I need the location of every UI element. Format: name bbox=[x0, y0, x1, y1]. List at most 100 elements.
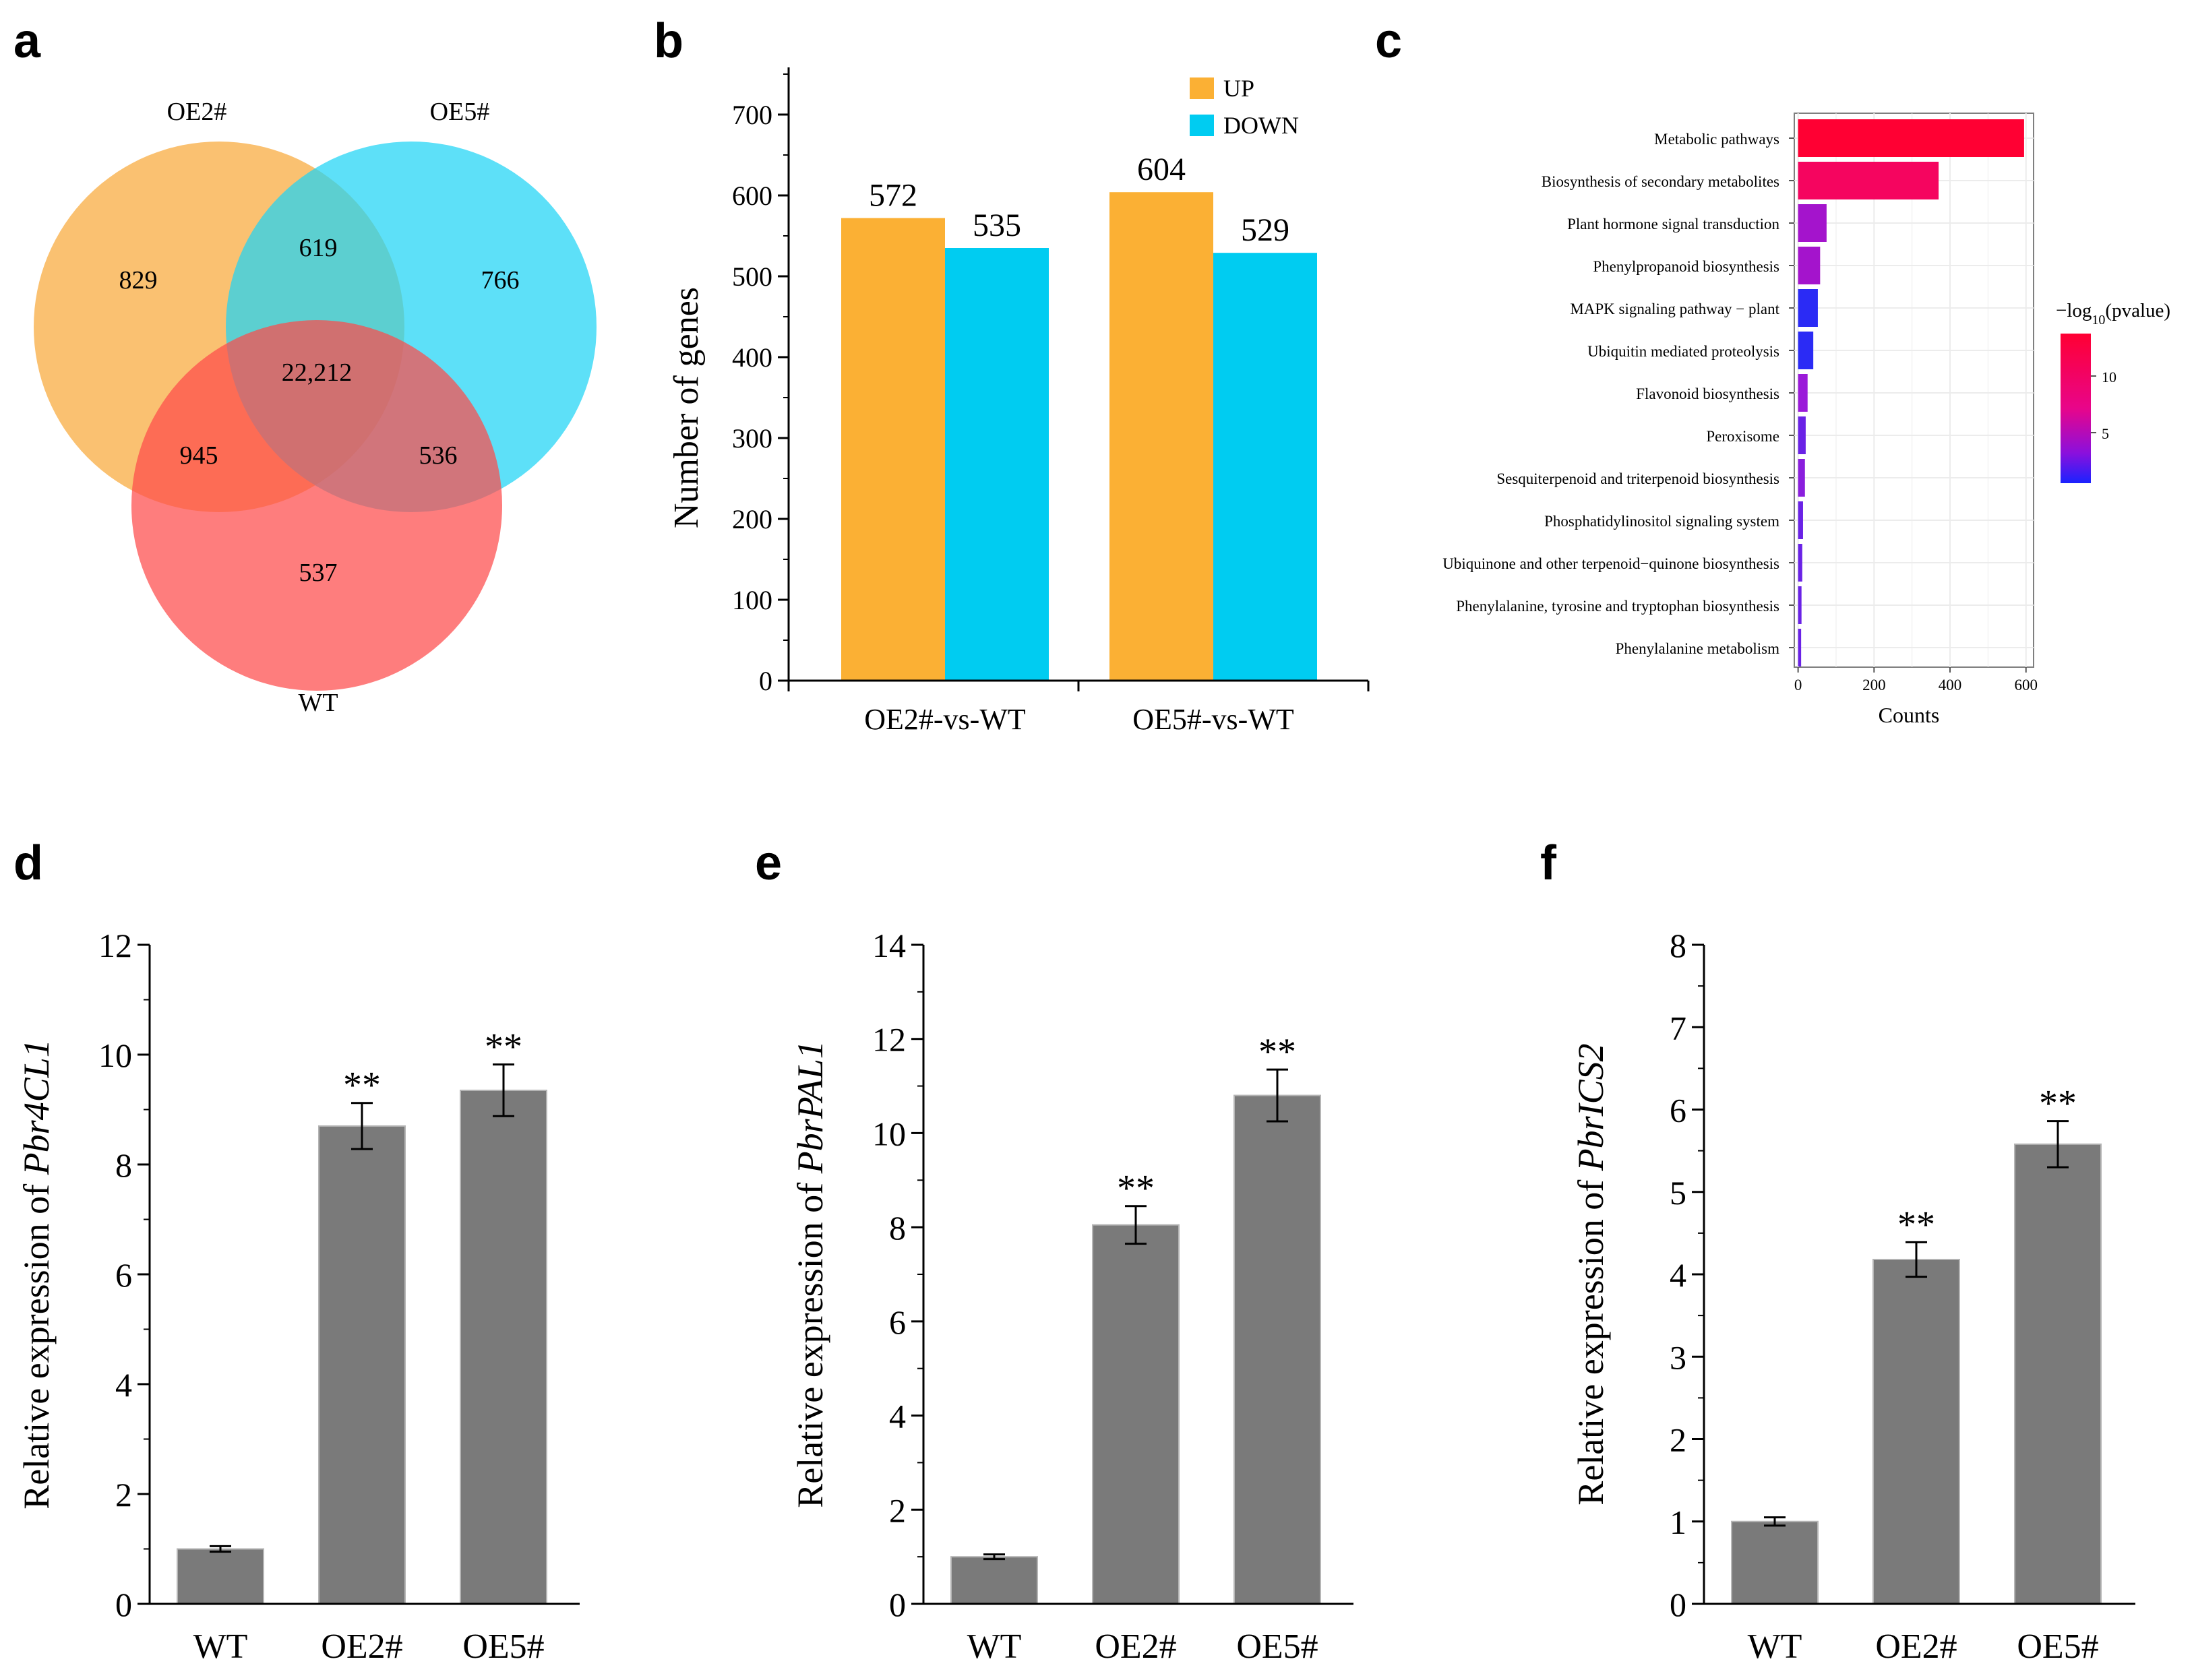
d-bar-oe2 bbox=[318, 1125, 406, 1605]
c-bar-5 bbox=[1798, 332, 1814, 369]
e-y-tick-label: 14 bbox=[872, 927, 906, 964]
c-x-axis: 0 200 400 600 bbox=[1794, 667, 2038, 693]
f-y-axis-label: Relative expression of PbrICS2 bbox=[1571, 1043, 1611, 1505]
e-y-tick-label: 2 bbox=[889, 1491, 906, 1529]
b-y-tick-label: 0 bbox=[759, 666, 772, 696]
f-y-tick-label: 3 bbox=[1670, 1338, 1686, 1376]
b-x-tick-label: OE5#-vs-WT bbox=[1132, 703, 1294, 736]
f-y-tick-label: 0 bbox=[1670, 1586, 1686, 1623]
d-y-tick-label: 8 bbox=[115, 1146, 132, 1184]
c-category-label: Phosphatidylinositol signaling system bbox=[1544, 513, 1779, 530]
e-y-tick-label: 0 bbox=[889, 1586, 906, 1623]
venn-set-label-wt: WT bbox=[298, 689, 338, 717]
d-y-axis-label: Relative expression of Pbr4CL1 bbox=[16, 1039, 57, 1509]
b-y-axis-label: Number of genes bbox=[667, 287, 706, 528]
e-y-axis-label: Relative expression of PbrPAL1 bbox=[790, 1040, 830, 1507]
c-bar-4 bbox=[1798, 289, 1818, 327]
d-bar-oe5 bbox=[460, 1089, 547, 1605]
f-y-tick-label: 8 bbox=[1670, 927, 1686, 964]
c-bar-10 bbox=[1798, 544, 1802, 582]
c-category-label: Phenylalanine metabolism bbox=[1616, 640, 1779, 657]
c-legend-title: −log10(pvalue) bbox=[2056, 300, 2170, 328]
f-x-tick-label: OE5# bbox=[2017, 1627, 2098, 1666]
panel-label-b: b bbox=[654, 14, 683, 68]
panel-label-a: a bbox=[13, 14, 41, 68]
panel-a-venn: a OE2# OE5# WT 829 766 619 22,212 945 53… bbox=[13, 14, 597, 717]
f-y-tick-label: 7 bbox=[1670, 1009, 1686, 1047]
c-category-labels: Metabolic pathways Biosynthesis of second… bbox=[1442, 131, 1794, 657]
f-bar-oe5 bbox=[2014, 1143, 2102, 1605]
f-significance-label: ** bbox=[1897, 1204, 1935, 1245]
venn-region-oe5-wt: 536 bbox=[419, 441, 458, 470]
b-legend-swatch-down bbox=[1190, 115, 1214, 136]
b-y-tick-label: 500 bbox=[732, 261, 772, 292]
c-x-axis-label: Counts bbox=[1879, 703, 1940, 727]
b-value-labels: 572 535 604 529 bbox=[869, 152, 1289, 248]
panel-b-chart: b 572 535 604 529 0 100 200 300 400 500 600 700 OE… bbox=[654, 14, 1370, 736]
c-bar-8 bbox=[1798, 459, 1805, 497]
e-y-tick-label: 4 bbox=[889, 1398, 906, 1435]
c-bar-3 bbox=[1798, 247, 1821, 284]
c-category-label: Ubiquitin mediated proteolysis bbox=[1587, 343, 1779, 360]
d-y-tick-label: 12 bbox=[98, 927, 132, 964]
f-y-tick-label: 1 bbox=[1670, 1503, 1686, 1541]
c-legend-colorbar bbox=[2061, 334, 2091, 483]
panel-label-e: e bbox=[755, 836, 782, 890]
panel-f-chart: f WT ** OE2# ** OE5# 0 1 2 3 4 5 6 7 8 Relative expres… bbox=[1540, 836, 2135, 1666]
f-bar-oe2 bbox=[1872, 1258, 1960, 1605]
d-y-tick-label: 0 bbox=[115, 1586, 132, 1623]
b-x-tick-label: OE2#-vs-WT bbox=[864, 703, 1026, 736]
e-significance-label: ** bbox=[1258, 1031, 1296, 1073]
panel-label-d: d bbox=[13, 836, 43, 890]
venn-set-label-oe5: OE5# bbox=[430, 98, 490, 126]
d-x-tick-label: OE5# bbox=[462, 1627, 544, 1666]
b-y-tick-label: 600 bbox=[732, 181, 772, 211]
b-y-tick-label: 200 bbox=[732, 504, 772, 534]
c-legend: −log10(pvalue) 10 5 bbox=[2056, 300, 2170, 483]
f-y-tick-label: 2 bbox=[1670, 1421, 1686, 1459]
venn-region-wt-only: 537 bbox=[299, 559, 338, 587]
c-bar-0 bbox=[1798, 119, 2024, 157]
e-x-tick-label: OE5# bbox=[1236, 1627, 1318, 1666]
e-y-tick-label: 12 bbox=[872, 1021, 906, 1059]
c-bar-7 bbox=[1798, 416, 1806, 454]
f-x-tick-label: OE2# bbox=[1875, 1627, 1957, 1666]
panel-c-chart: c Metabolic pathways Biosynthesis of seco… bbox=[1375, 14, 2170, 727]
b-y-tick-label: 300 bbox=[732, 423, 772, 454]
b-data-label-up-1: 604 bbox=[1137, 152, 1186, 187]
d-y-tick-label: 2 bbox=[115, 1476, 132, 1514]
c-bar-9 bbox=[1798, 501, 1803, 539]
c-x-tick-label: 600 bbox=[2014, 677, 2038, 693]
c-bar-1 bbox=[1798, 162, 1939, 199]
d-y-tick-label: 10 bbox=[98, 1036, 132, 1074]
e-y-tick-label: 6 bbox=[889, 1303, 906, 1341]
b-x-axis: OE2#-vs-WT OE5#-vs-WT bbox=[787, 679, 1370, 736]
c-category-label: Flavonoid biosynthesis bbox=[1636, 385, 1779, 402]
b-bar-up-0 bbox=[841, 218, 945, 681]
e-bar-oe2 bbox=[1092, 1224, 1180, 1605]
venn-circle-wt bbox=[131, 320, 502, 691]
venn-region-oe2-oe5: 619 bbox=[299, 234, 338, 262]
b-data-label-down-0: 535 bbox=[973, 208, 1021, 243]
e-bar-wt bbox=[950, 1556, 1038, 1605]
b-legend-label-down: DOWN bbox=[1223, 112, 1299, 139]
b-bar-up-1 bbox=[1109, 192, 1213, 681]
venn-set-label-oe2: OE2# bbox=[167, 98, 227, 126]
c-bar-11 bbox=[1798, 586, 1802, 624]
f-y-tick-label: 5 bbox=[1670, 1174, 1686, 1212]
c-category-label: Phenylpropanoid biosynthesis bbox=[1593, 258, 1779, 275]
c-bar-2 bbox=[1798, 204, 1827, 242]
venn-region-oe2-only: 829 bbox=[119, 266, 158, 294]
b-y-axis: 0 100 200 300 400 500 600 700 bbox=[732, 67, 790, 696]
c-plot-frame bbox=[1794, 113, 2034, 668]
panel-e-chart: e WT ** OE2# ** OE5# 0 2 4 6 8 10 12 14 Relative expr… bbox=[755, 836, 1353, 1666]
f-y-tick-label: 4 bbox=[1670, 1256, 1686, 1294]
e-y-tick-label: 10 bbox=[872, 1115, 906, 1152]
b-legend-label-up: UP bbox=[1223, 75, 1254, 102]
c-category-label: Metabolic pathways bbox=[1654, 131, 1779, 148]
b-legend: UP DOWN bbox=[1190, 75, 1299, 139]
d-bar-wt bbox=[177, 1548, 264, 1605]
f-y-tick-label: 6 bbox=[1670, 1092, 1686, 1129]
b-y-tick-label: 700 bbox=[732, 100, 772, 130]
d-x-tick-label: OE2# bbox=[321, 1627, 402, 1666]
